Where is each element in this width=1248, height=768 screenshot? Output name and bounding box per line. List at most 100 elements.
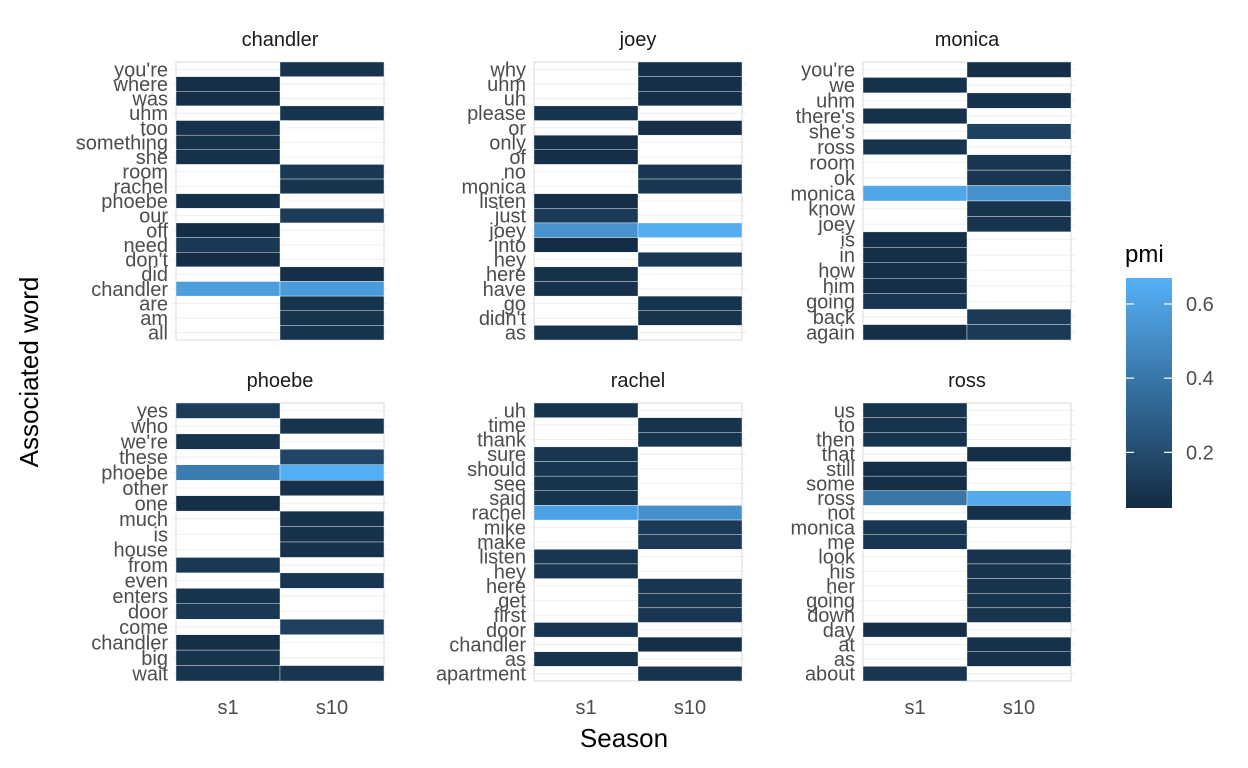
y-tick-label: was — [131, 89, 168, 111]
y-tick-label: chandler — [449, 634, 526, 656]
y-tick-label: chandler — [91, 632, 168, 654]
y-tick-label: is — [154, 524, 168, 546]
legend-colorbar — [1126, 278, 1172, 508]
y-tick-label: big — [141, 648, 168, 670]
y-tick-label: please — [467, 103, 526, 125]
heat-cell-s1-enters — [175, 588, 281, 604]
panel-title: rachel — [611, 370, 665, 392]
heat-cell-s1-ross — [862, 139, 968, 155]
y-tick-label: said — [489, 488, 526, 510]
heat-cell-s10-our — [279, 208, 385, 224]
heat-cell-s1-was — [175, 91, 281, 107]
heat-cell-s1-said — [533, 490, 639, 506]
heat-cell-s1-us — [862, 402, 968, 418]
heat-cell-s10-that — [966, 446, 1072, 462]
y-tick-label: or — [508, 118, 526, 140]
heat-cell-s1-there's — [862, 108, 968, 124]
y-tick-label: that — [822, 444, 856, 466]
heat-cell-s1-monica — [862, 519, 968, 535]
heat-cell-s1-just — [533, 208, 639, 224]
heat-cell-s1-yes — [175, 402, 281, 419]
heat-cell-s1-we're — [175, 433, 281, 450]
y-tick-label: of — [509, 147, 526, 169]
y-tick-label: rachel — [472, 503, 526, 525]
heat-cell-s1-about — [862, 666, 968, 682]
y-tick-label: monica — [791, 517, 856, 539]
y-tick-label: something — [76, 132, 168, 154]
y-tick-label: need — [124, 235, 169, 257]
y-tick-label: we — [828, 75, 855, 97]
panel-joey: joey whyuhmuhpleaseoronlyofnomonicalisten… — [462, 29, 746, 345]
y-tick-label: some — [806, 473, 855, 495]
heat-cell-s1-to — [862, 417, 968, 433]
heat-cell-s10-am — [279, 310, 385, 326]
heat-cell-s1-only — [533, 134, 639, 150]
panel-chandler: chandler you'rewherewasuhmtoosomethingshe… — [76, 29, 388, 345]
heat-cell-s10-going — [966, 593, 1072, 609]
legend-tick-label: 0.4 — [1186, 368, 1214, 390]
y-tick-label: don't — [125, 250, 168, 272]
heat-cell-s10-uhm — [637, 76, 743, 92]
y-tick-label: our — [139, 206, 168, 228]
heat-cell-s10-you're — [966, 61, 1072, 78]
y-tick-label: get — [498, 591, 526, 613]
heat-cell-s10-uh — [637, 91, 743, 107]
y-tick-label: you're — [114, 59, 168, 81]
heat-cell-s10-other — [279, 480, 385, 496]
legend-ticks-group: 0.2 0.4 0.6 — [1126, 294, 1214, 464]
y-tick-label: know — [808, 199, 855, 221]
heat-cell-s10-at — [966, 636, 1072, 652]
heat-cell-s10-his — [966, 563, 1072, 579]
y-tick-label: you're — [801, 60, 855, 82]
y-tick-label: off — [146, 220, 168, 242]
panel-ross: rossustothenthatstillsomerossnotmonicame… — [791, 370, 1075, 719]
y-tick-label: there's — [796, 106, 855, 128]
heat-cell-s1-door — [533, 622, 639, 638]
heat-cell-s1-here — [533, 266, 639, 282]
heat-cell-s1-chandler — [175, 634, 281, 651]
heat-cell-s1-going — [862, 293, 968, 310]
heat-cell-s10-why — [637, 61, 743, 77]
heat-cell-s1-need — [175, 237, 281, 253]
heat-cell-s10-all — [279, 325, 385, 341]
y-tick-label: why — [489, 59, 526, 81]
panel-title: joey — [619, 29, 657, 51]
heat-cell-s1-sure — [533, 446, 639, 462]
heat-cell-s1-me — [862, 534, 968, 550]
heat-cell-s10-joey — [966, 216, 1072, 233]
y-tick-label: her — [826, 576, 855, 598]
heat-cell-s10-thank — [637, 432, 743, 448]
heat-cell-s1-then — [862, 432, 968, 448]
legend-title: pmi — [1125, 241, 1164, 268]
heat-cell-s10-again — [966, 324, 1072, 341]
heat-cell-s1-door — [175, 603, 281, 620]
pmi-legend: pmi 0.2 0.4 0.6 — [1125, 241, 1214, 508]
heat-cell-s10-is — [279, 526, 385, 543]
heat-cell-s10-ok — [966, 169, 1072, 186]
y-tick-label: didn't — [479, 308, 527, 330]
heat-cell-s10-chandler — [279, 281, 385, 297]
y-tick-label: only — [489, 132, 526, 154]
y-tick-label: first — [494, 605, 527, 627]
y-tick-label: as — [505, 323, 526, 345]
heat-cell-s10-her — [966, 578, 1072, 594]
heat-cell-s10-look — [966, 549, 1072, 565]
y-tick-label: him — [823, 276, 855, 298]
heat-cell-s1-as — [533, 651, 639, 667]
heat-cell-s10-monica — [637, 178, 743, 194]
heat-cell-s1-some — [862, 475, 968, 491]
heat-cell-s10-apartment — [637, 666, 743, 682]
heat-cell-s10-much — [279, 510, 385, 527]
heat-cell-s10-these — [279, 449, 385, 465]
heat-cell-s10-she's — [966, 123, 1072, 140]
panels-group: chandleryou'rewherewasuhmtoosomethingshe… — [76, 29, 1075, 719]
heat-cell-s10-get — [637, 593, 743, 609]
heat-cell-s1-still — [862, 461, 968, 477]
y-tick-label: she — [136, 147, 168, 169]
heat-cell-s1-as — [533, 325, 639, 341]
heat-cell-s10-joey — [637, 222, 743, 238]
y-tick-label: we're — [120, 432, 168, 454]
panel-rachel: racheluhtimethanksureshouldseesaidrachel… — [436, 370, 746, 719]
heat-cell-s1-into — [533, 237, 639, 253]
